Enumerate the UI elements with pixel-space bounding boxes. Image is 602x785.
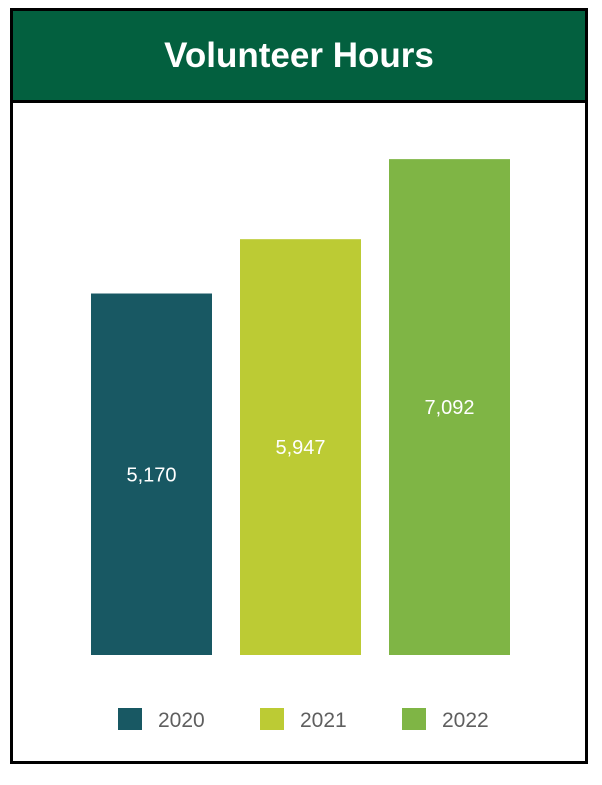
legend-label-2020: 2020 [158, 709, 205, 732]
bar-value-label-2020: 5,170 [126, 464, 176, 486]
bar-2021 [240, 239, 361, 656]
bar-value-label-2022: 7,092 [424, 397, 474, 419]
bar-2022 [389, 159, 510, 655]
legend-swatch-2022 [402, 708, 426, 730]
legend-label-2022: 2022 [442, 709, 489, 732]
bar-2020 [91, 293, 212, 655]
chart-header: Volunteer Hours [13, 11, 585, 103]
legend-swatch-2020 [118, 708, 142, 730]
chart-title: Volunteer Hours [164, 35, 434, 75]
legend-label-2021: 2021 [300, 709, 347, 732]
bar-value-label-2021: 5,947 [275, 437, 325, 459]
legend-swatch-2021 [260, 708, 284, 730]
